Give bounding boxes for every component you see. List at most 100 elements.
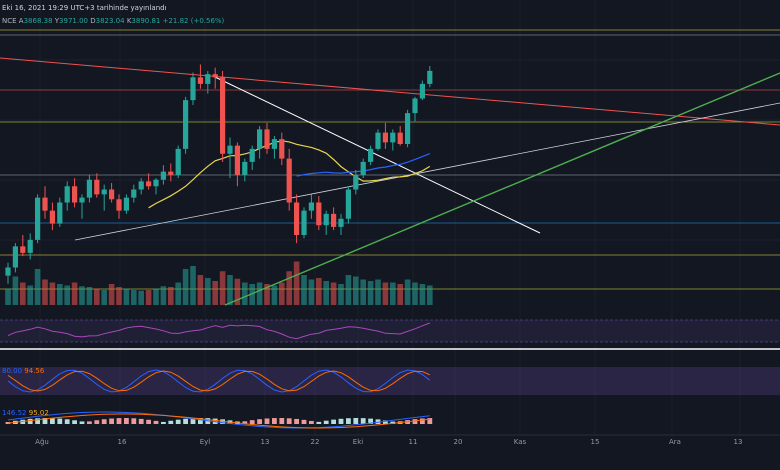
candle-body — [168, 171, 174, 175]
volume-bar — [101, 290, 107, 305]
volume-bar — [27, 285, 33, 305]
x-tick-label: 13 — [261, 438, 270, 446]
candle-body — [271, 139, 277, 149]
volume-bar — [123, 288, 130, 305]
x-tick-label: Kas — [514, 438, 527, 446]
macd-histogram-bar — [346, 418, 351, 424]
macd-histogram-bar — [27, 418, 33, 424]
candle-body — [279, 139, 285, 159]
volume-bar — [116, 287, 122, 305]
volume-bar — [353, 276, 359, 305]
macd-histogram-bar — [264, 418, 270, 424]
x-tick-label: Eyl — [200, 438, 211, 446]
volume-bar — [249, 284, 255, 305]
volume-bar — [57, 284, 63, 305]
candle-body — [5, 267, 11, 276]
volume-bar — [419, 284, 426, 305]
x-tick-label: 15 — [591, 438, 600, 446]
macd-histogram-bar — [198, 418, 203, 424]
candle-body — [242, 161, 248, 175]
macd-histogram-bar — [301, 419, 307, 424]
macd-histogram-bar — [353, 418, 359, 424]
x-tick-label: 22 — [311, 438, 320, 446]
candle-body — [42, 197, 48, 211]
candle-body — [375, 132, 381, 149]
volume-bar — [271, 285, 278, 305]
volume-bar — [190, 266, 196, 305]
candle-body — [368, 148, 374, 162]
stoch-d: 94.56 — [24, 367, 45, 375]
macd-histogram-bar — [79, 421, 85, 424]
candle-body — [338, 218, 344, 227]
macd-v2: 95.02 — [28, 409, 49, 417]
macd-line — [7, 411, 430, 429]
candle-body — [190, 77, 196, 101]
volume-bar — [256, 282, 263, 305]
volume-bar — [397, 284, 403, 305]
candle-body — [49, 210, 55, 224]
volume-bar — [153, 288, 159, 305]
macd-histogram-bar — [242, 421, 248, 424]
grid-lines — [0, 59, 780, 241]
volume-bar — [375, 279, 381, 305]
stoch-readout: 80.00 94.56 — [2, 367, 44, 375]
volume-bar — [182, 269, 189, 305]
candle-body — [316, 202, 322, 226]
candle-body — [412, 98, 418, 114]
volume-bar — [264, 284, 270, 305]
volume-bar — [412, 282, 418, 305]
macd-histogram-bar — [131, 418, 137, 424]
moving-average-20 — [148, 140, 431, 209]
volume-bar — [64, 285, 70, 305]
macd-histogram-bar — [35, 418, 40, 424]
resistance-trendline — [0, 57, 780, 126]
candle-body — [360, 161, 366, 175]
macd-histogram-bar — [109, 418, 114, 424]
macd-histogram-bar — [153, 420, 159, 424]
macd-histogram-bar — [309, 420, 314, 424]
rsi-band — [0, 320, 780, 342]
macd-histogram-bar — [146, 419, 151, 424]
candle-body — [353, 174, 359, 190]
macd-histogram-bar — [360, 418, 366, 424]
volume-bar — [71, 282, 78, 305]
candle-body — [301, 210, 307, 235]
candle-body — [109, 189, 115, 200]
candle-body — [146, 181, 152, 187]
macd-histogram-bar — [42, 418, 48, 424]
candle-body — [427, 70, 433, 84]
macd-histogram-bar — [294, 418, 299, 424]
volume-bar — [131, 290, 137, 305]
candle-body — [308, 202, 314, 211]
volume-bar — [301, 275, 307, 305]
candle-body — [86, 179, 92, 198]
volume-bar — [286, 271, 292, 305]
volume-bar — [219, 271, 226, 305]
candle-body — [183, 100, 189, 149]
rsi-line — [7, 322, 430, 340]
stoch-rsi-pane — [0, 367, 780, 395]
volume-bar — [338, 284, 344, 305]
macd-histogram-bar — [50, 418, 55, 424]
volume-bar — [79, 286, 85, 305]
macd-histogram-bar — [94, 420, 100, 424]
change-value: +21.82 (+0.56%) — [162, 17, 225, 25]
macd-histogram-bar — [101, 419, 107, 424]
x-tick-label: Ağu — [35, 438, 49, 446]
candle-body — [101, 189, 107, 195]
candle-body — [419, 83, 425, 99]
volume-bar — [242, 282, 248, 305]
candle-body — [138, 181, 144, 190]
macd-histogram-bar — [57, 418, 63, 424]
volume-bar — [308, 279, 315, 305]
open-value: 3868.38 — [23, 17, 53, 25]
volume-bar — [42, 279, 48, 305]
candle-body — [20, 246, 26, 253]
trend-lines — [0, 57, 780, 306]
volume-bar — [345, 275, 352, 305]
candle-body — [12, 246, 18, 268]
macd-histogram-bar — [383, 420, 388, 424]
horizontal-levels — [0, 29, 780, 290]
macd-histogram-bar — [338, 418, 344, 424]
